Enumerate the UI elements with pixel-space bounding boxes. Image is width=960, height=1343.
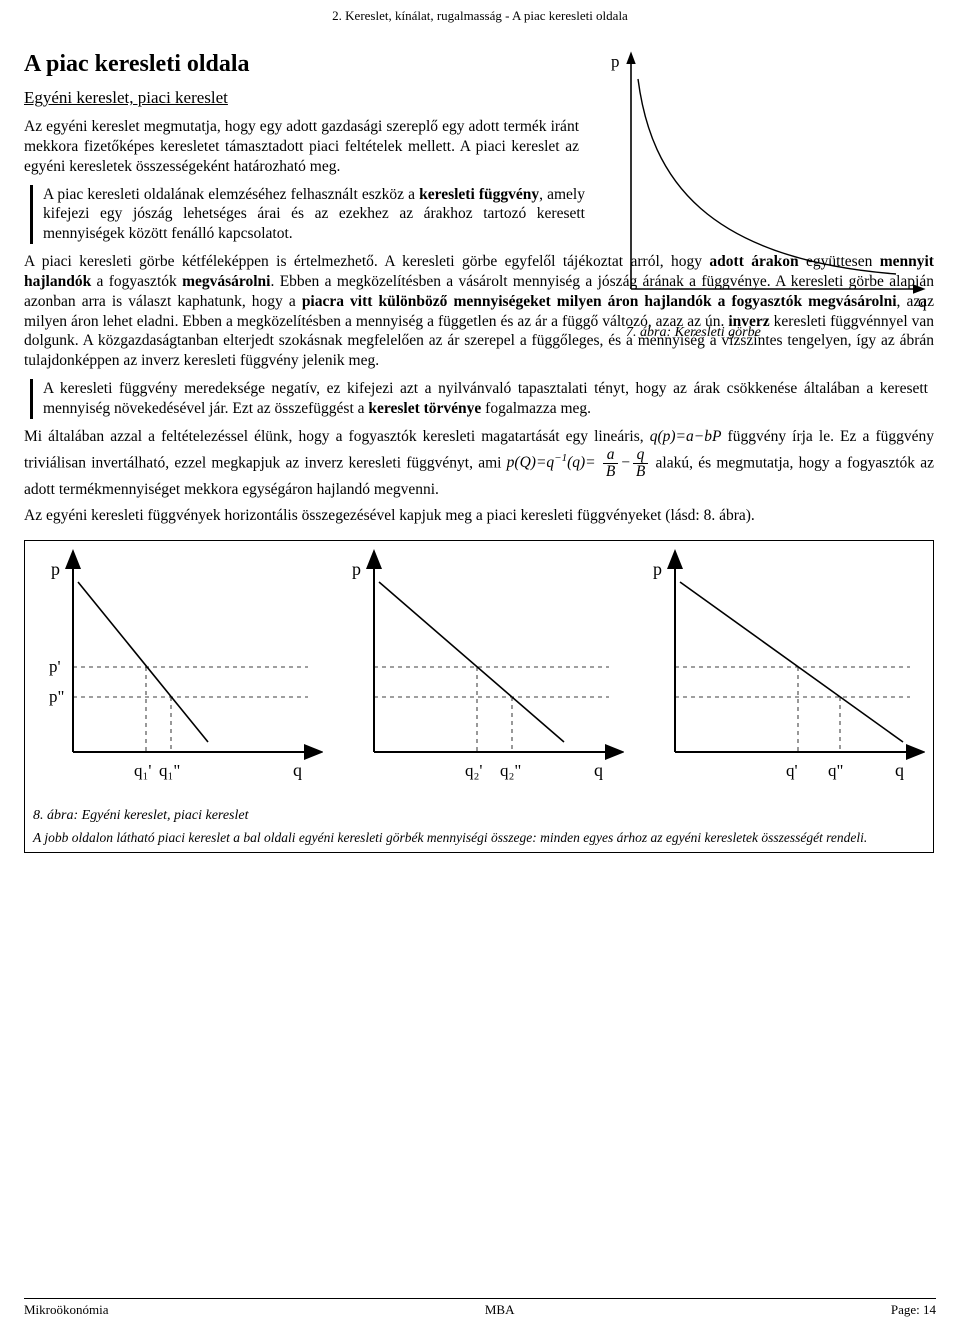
- svg-text:q: q: [293, 760, 302, 780]
- figure-8: p q p' p" q₁' q₁" p q q₂' q₂" p q q' q" 8. ábra: Egyé…: [24, 540, 934, 853]
- def1-bold: keresleti függvény: [419, 186, 539, 203]
- svg-text:p: p: [653, 559, 662, 579]
- fig8-panel-1: p q p' p" q₁' q₁": [33, 547, 323, 797]
- svg-text:q: q: [594, 760, 603, 780]
- svg-text:q': q': [786, 761, 798, 780]
- def2c: fogalmazza meg.: [481, 400, 591, 417]
- p3a: Mi általában azzal a feltételezéssel élü…: [24, 428, 650, 445]
- p2f: megvásárolni: [182, 273, 270, 290]
- paragraph-4: Az egyéni keresleti függvények horizontá…: [24, 506, 934, 526]
- definition-box-1: A piac keresleti oldalának elemzéséhez f…: [30, 185, 585, 244]
- def1-text-a: A piac keresleti oldalának elemzéséhez f…: [43, 186, 419, 203]
- page-header: 2. Kereslet, kínálat, rugalmasság - A pi…: [24, 8, 936, 25]
- footer-right: Page: 14: [891, 1302, 936, 1319]
- axis-q-label: q: [918, 292, 927, 311]
- paragraph-1: Az egyéni kereslet megmutatja, hogy egy …: [24, 117, 579, 176]
- figure-7: p q 7. ábra: Keresleti görbe: [596, 49, 936, 325]
- page-footer: Mikroökonómia MBA Page: 14: [24, 1298, 936, 1319]
- svg-text:q₁': q₁': [134, 761, 152, 780]
- definition-box-2: A keresleti függvény meredeksége negatív…: [30, 379, 928, 419]
- svg-text:q₂": q₂": [500, 761, 521, 780]
- fig8-panel-2: p q q₂' q₂": [334, 547, 624, 797]
- svg-text:p': p': [49, 657, 61, 676]
- formula-qp: q(p)=a−bP: [650, 428, 722, 445]
- svg-text:q: q: [895, 760, 904, 780]
- formula-inverse: p(Q)=q−1(q)= aB−qB: [507, 454, 651, 471]
- p2e: a fogyasztók: [91, 273, 182, 290]
- demand-curve: [638, 79, 896, 274]
- svg-text:q": q": [828, 761, 843, 780]
- svg-text:p: p: [352, 559, 361, 579]
- svg-text:p": p": [49, 687, 64, 706]
- axis-p-label: p: [611, 52, 620, 71]
- figure-7-caption: 7. ábra: Keresleti görbe: [626, 324, 761, 342]
- def2b: kereslet törvénye: [368, 400, 481, 417]
- svg-text:q₁": q₁": [159, 761, 180, 780]
- svg-text:p: p: [51, 559, 60, 579]
- figure-8-caption-2: A jobb oldalon látható piaci kereslet a …: [33, 829, 925, 846]
- fig8-panel-3: p q q' q": [635, 547, 925, 797]
- paragraph-3: Mi általában azzal a feltételezéssel élü…: [24, 427, 934, 500]
- svg-text:q₂': q₂': [465, 761, 483, 780]
- footer-center: MBA: [485, 1302, 515, 1319]
- figure-8-caption-1: 8. ábra: Egyéni kereslet, piaci kereslet: [33, 807, 925, 825]
- footer-left: Mikroökonómia: [24, 1302, 109, 1319]
